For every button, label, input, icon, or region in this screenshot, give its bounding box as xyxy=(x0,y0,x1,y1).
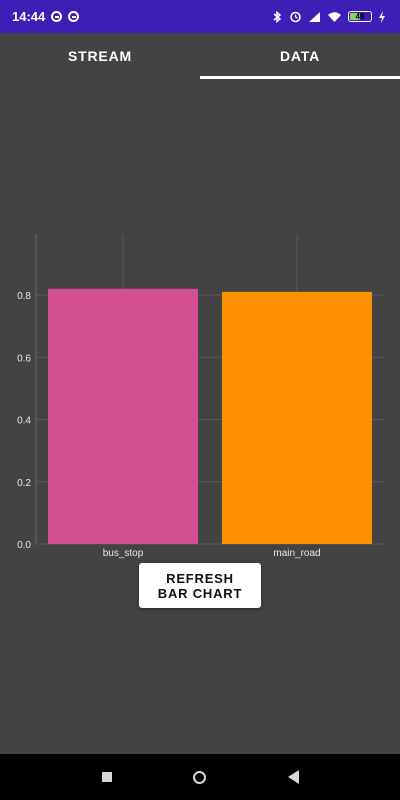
battery-percent: 46 xyxy=(355,12,365,21)
charging-icon xyxy=(379,10,385,23)
bar-bus_stop xyxy=(48,288,198,544)
recents-button[interactable] xyxy=(87,757,127,797)
tab-data[interactable]: DATA xyxy=(200,33,400,79)
x-tick-label: bus_stop xyxy=(103,548,144,559)
recents-icon xyxy=(101,772,112,782)
home-icon xyxy=(193,770,207,784)
y-tick-label: 0.4 xyxy=(17,416,31,427)
bluetooth-icon xyxy=(273,10,282,23)
y-tick-label: 0.2 xyxy=(17,478,31,489)
wifi-icon xyxy=(328,11,341,22)
status-time: 14:44 xyxy=(12,9,46,24)
x-tick-label: main_road xyxy=(273,548,320,559)
tab-bar: STREAM DATA xyxy=(0,33,400,79)
battery-level-fill xyxy=(350,13,361,20)
bar-main_road xyxy=(222,291,372,544)
back-icon xyxy=(287,770,299,784)
home-button[interactable] xyxy=(180,757,220,797)
y-tick-label: 0.6 xyxy=(17,353,31,364)
refresh-button-line2: BAR CHART xyxy=(157,585,243,601)
y-tick-label: 0.0 xyxy=(17,540,31,551)
back-button[interactable] xyxy=(273,757,313,797)
notification-icon xyxy=(68,11,80,22)
alarm-icon xyxy=(290,11,301,23)
signal-icon xyxy=(309,11,320,22)
notification-icon xyxy=(51,11,63,22)
status-bar-left: 14:44 xyxy=(12,9,80,24)
status-bar-right: 46 xyxy=(271,10,386,23)
y-tick-label: 0.8 xyxy=(17,291,31,302)
status-bar: 14:44 46 xyxy=(0,0,400,33)
refresh-button-line1: REFRESH xyxy=(166,570,234,586)
battery-icon: 46 xyxy=(348,11,372,22)
tab-stream[interactable]: STREAM xyxy=(68,48,132,64)
refresh-bar-chart-button[interactable]: REFRESH BAR CHART xyxy=(139,563,261,608)
navigation-bar xyxy=(0,754,400,800)
